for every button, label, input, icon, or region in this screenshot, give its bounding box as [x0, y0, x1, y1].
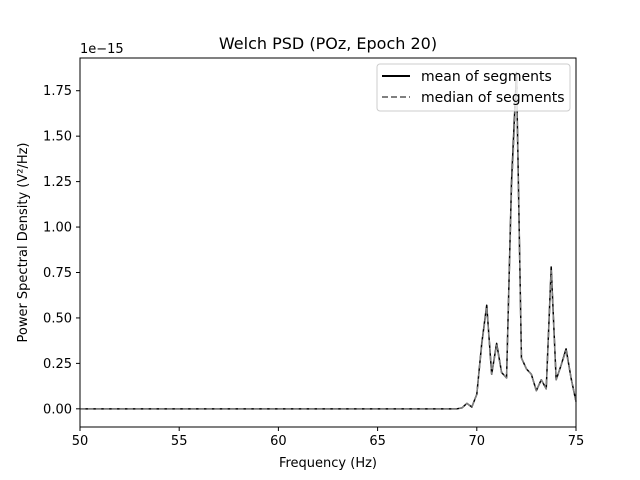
y-tick-label: 1.25: [43, 175, 72, 190]
chart-title: Welch PSD (POz, Epoch 20): [219, 34, 437, 53]
plot-lines: [80, 71, 577, 410]
x-tick-label: 50: [72, 434, 89, 449]
y-tick-label: 1.50: [43, 130, 72, 145]
y-axis-label: Power Spectral Density (V²/Hz): [16, 142, 31, 342]
y-tick-label: 0.50: [43, 311, 72, 326]
y-tick-label: 0.00: [43, 402, 72, 417]
legend-label-mean: mean of segments: [421, 69, 552, 85]
x-axis-label: Frequency (Hz): [279, 456, 377, 471]
x-tick-label: 75: [568, 434, 585, 449]
legend-box: [376, 63, 571, 112]
legend-label-median: median of segments: [421, 90, 565, 106]
legend: mean of segments median of segments: [376, 63, 571, 112]
y-offset-label: 1e−15: [80, 42, 124, 57]
x-tick-label: 70: [469, 434, 486, 449]
y-tick-label: 0.25: [43, 357, 72, 372]
y-tick-label: 1.00: [43, 221, 72, 236]
x-tick-label: 65: [369, 434, 386, 449]
y-tick-label: 1.75: [43, 84, 72, 99]
y-axis-ticks: 0.00 0.25 0.50 0.75 1.00 1.25 1.50 1.75: [43, 84, 80, 417]
series-line-median: [80, 80, 577, 410]
y-tick-label: 0.75: [43, 266, 72, 281]
x-axis-ticks: 50 55 60 65 70 75: [72, 427, 585, 449]
plot-frame: [79, 57, 577, 428]
x-tick-label: 60: [270, 434, 287, 449]
x-tick-label: 55: [171, 434, 188, 449]
